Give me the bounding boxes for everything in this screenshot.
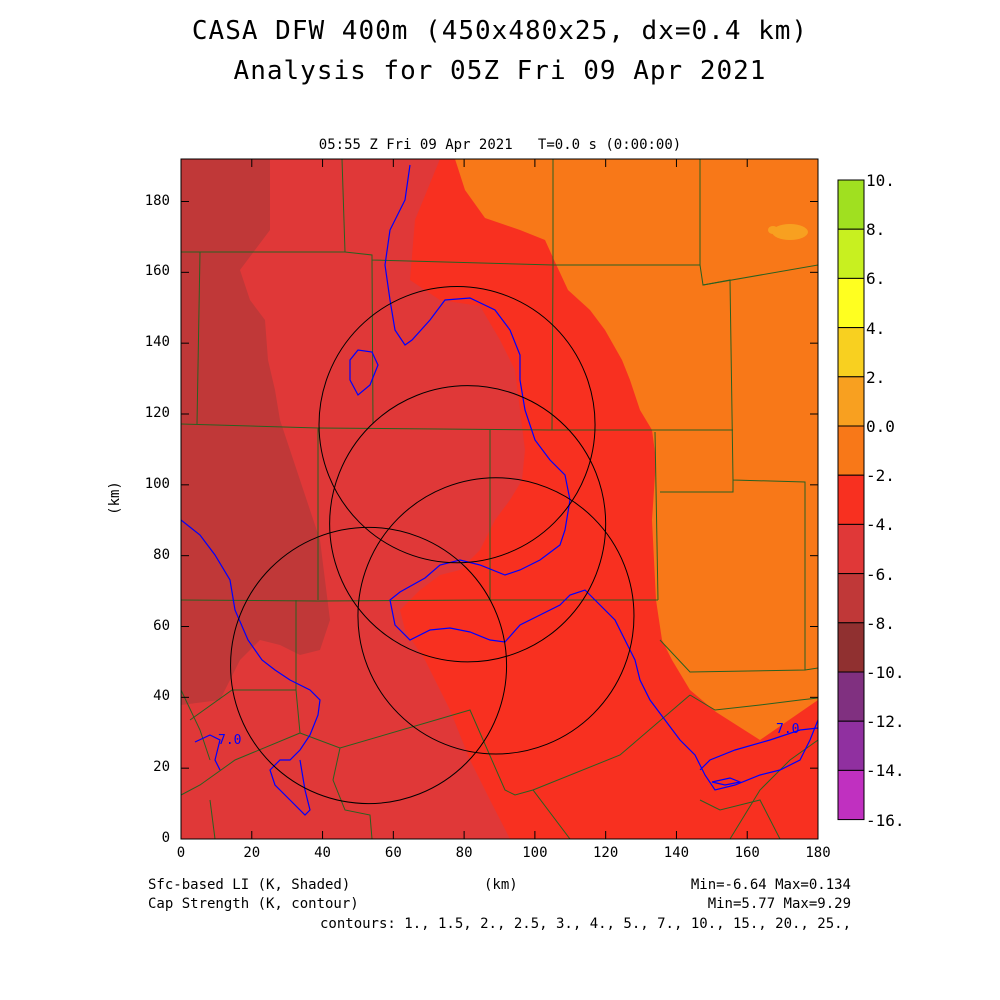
footer-contour-field: Cap Strength (K, contour) [148,896,359,912]
x-tick-label: 120 [593,845,619,861]
contour-7-bay [711,777,743,786]
plot-subtitle: 05:55 Z Fri 09 Apr 2021 T=0.0 s (0:00:00… [318,137,682,153]
legend-label: -10. [866,663,905,682]
field-darker-red [181,159,330,705]
radar-ring-c [357,477,635,755]
legend-label: 0.0 [866,417,895,436]
footer-contour-levels: contours: 1., 1.5, 2., 2.5, 3., 4., 5., … [319,916,851,932]
y-tick-label: 60 [153,617,170,634]
legend-label: -12. [866,712,905,732]
title-line-2: Analysis for 05Z Fri 09 Apr 2021 [233,56,767,86]
legend-label: -8. [866,613,895,633]
legend-swatch [837,179,865,230]
legend-swatch [837,277,865,329]
legend-label: -14. [866,761,905,781]
legend-swatch [837,573,865,624]
contour-7-loop [349,349,379,396]
legend-label: -2. [866,466,895,486]
x-tick-label: 80 [455,845,473,861]
legend-swatch [837,671,865,722]
y-tick-label: 140 [144,334,170,351]
legend-label: -16. [866,810,905,830]
field-blob-1 [772,224,808,240]
legend-label: -4. [866,515,895,535]
legend-label: 10. [866,171,895,190]
plot-frame [180,158,819,840]
radar-ring-sw [230,526,508,805]
radar-ring-n [329,385,607,663]
title-line-1: CASA DFW 400m (450x480x25, dx=0.4 km) [191,16,809,46]
contour-7-west [181,519,321,816]
x-tick-label: 0 [176,845,186,861]
x-tick-label: 60 [384,845,402,861]
legend-label: -6. [866,564,895,584]
legend-label: 2. [866,367,886,387]
y-tick-label: 180 [144,192,170,209]
x-tick-label: 180 [805,845,831,861]
contour-label-east: 7.0 [776,722,800,737]
x-tick-label: 40 [314,845,331,861]
radar-range-rings [230,286,635,805]
cap-strength-contours [181,164,818,816]
y-tick-label: 120 [144,405,170,421]
contour-label-west: 7.0 [218,733,242,748]
li-shaded-field [181,159,818,839]
radar-ring-ne [318,286,596,564]
contour-7-main [384,164,818,791]
footer-shaded-minmax: Min=-6.64 Max=0.134 [690,877,851,893]
legend-label: 6. [866,269,886,289]
x-tick-label: 100 [522,845,548,861]
field-dark-red [181,159,525,839]
legend-swatch [837,376,865,427]
y-axis-label: (km) [106,481,123,515]
legend-swatch [837,622,865,673]
y-tick-label: 20 [153,759,170,776]
y-tick-label: 160 [144,263,170,280]
legend-color-bar [837,179,865,821]
footer-contour-minmax: Min=5.77 Max=9.29 [707,896,851,912]
y-tick-label: 0 [161,830,170,846]
y-tick-label: 100 [144,475,170,492]
legend-swatch [837,523,865,575]
contour-7-se [699,727,818,771]
x-tick-label: 20 [243,845,261,861]
field-blob-2 [768,226,778,234]
contour-7-southwest [194,734,221,771]
legend-swatch [837,474,865,525]
x-tick-label: 160 [734,845,760,861]
y-tick-label: 40 [153,688,170,705]
axis-ticks [180,159,819,840]
y-tick-label: 80 [153,546,170,563]
x-axis-label: (km) [484,877,518,893]
legend-swatch [837,228,865,279]
legend-label: 8. [866,220,886,240]
legend-swatch [837,327,865,378]
legend-swatch [837,720,865,771]
legend-swatch [837,425,865,476]
legend-label: 4. [866,318,886,338]
footer-shaded-field: Sfc-based LI (K, Shaded) [148,877,351,893]
x-tick-label: 140 [663,845,690,861]
legend-swatch [837,769,865,821]
county-boundaries [181,159,818,839]
